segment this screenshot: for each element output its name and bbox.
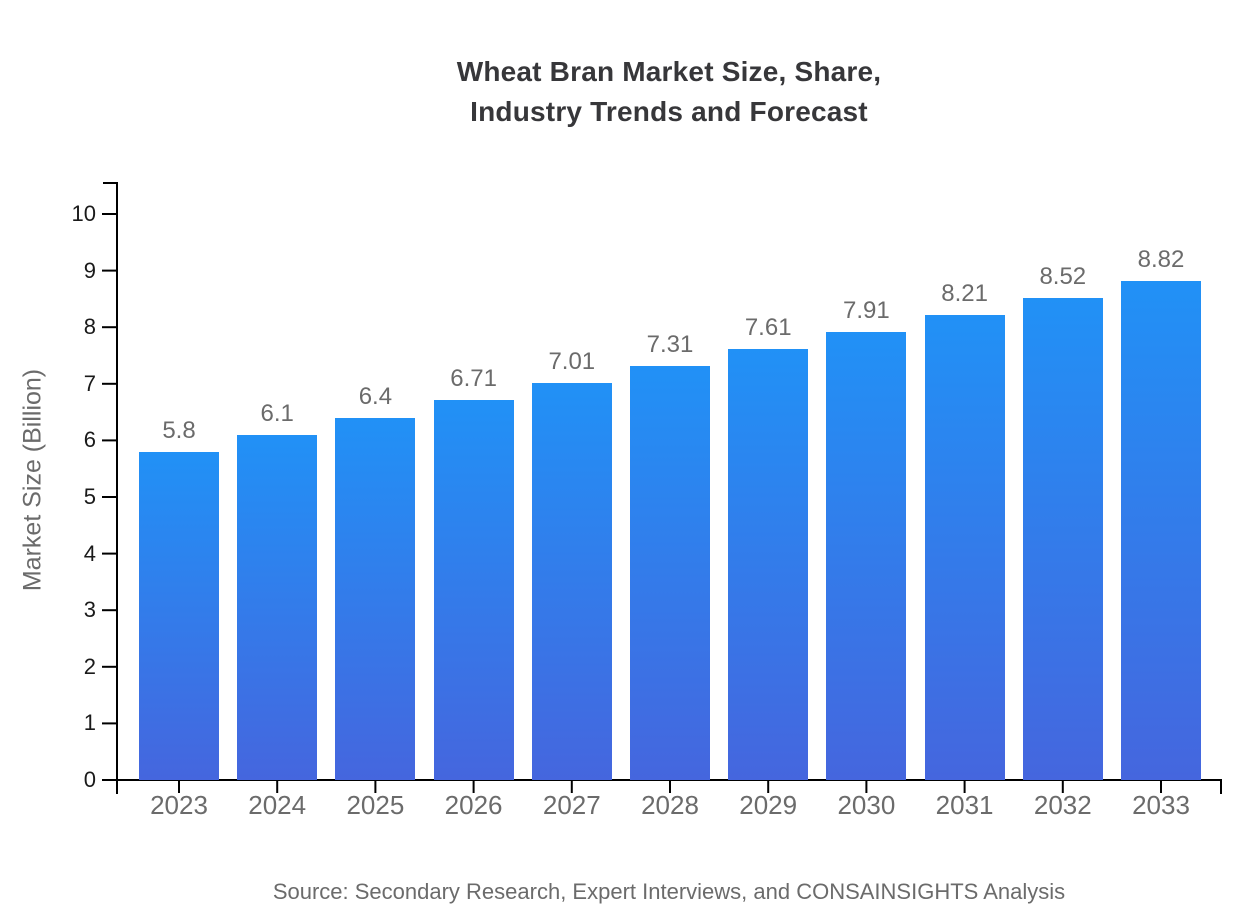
value-label: 6.4 bbox=[358, 382, 393, 410]
bar-2025 bbox=[335, 417, 416, 780]
y-tick-label: 2 bbox=[83, 653, 96, 679]
x-tick-label: 2027 bbox=[542, 790, 601, 820]
y-tick-label: 0 bbox=[83, 767, 96, 792]
x-tick-label: 2029 bbox=[739, 790, 798, 820]
chart-title-line1: Wheat Bran Market Size, Share, bbox=[456, 56, 882, 87]
bar-2029 bbox=[728, 349, 809, 780]
value-label: 6.71 bbox=[450, 365, 497, 393]
bar-2023 bbox=[139, 451, 219, 780]
value-label: 7.61 bbox=[744, 314, 792, 342]
bar-2024 bbox=[237, 434, 318, 780]
chart-title-line2: Industry Trends and Forecast bbox=[470, 96, 868, 127]
value-label: 6.1 bbox=[260, 399, 294, 427]
value-label: 8.21 bbox=[941, 280, 988, 308]
y-tick-label: 1 bbox=[83, 710, 96, 736]
source-note: Source: Secondary Research, Expert Inter… bbox=[272, 879, 1066, 904]
bar-2026 bbox=[433, 400, 514, 780]
x-tick-label: 2024 bbox=[248, 790, 307, 820]
y-tick-label: 6 bbox=[83, 427, 96, 453]
y-tick-label: 4 bbox=[83, 540, 96, 566]
value-label: 7.31 bbox=[646, 331, 694, 359]
value-label: 8.82 bbox=[1137, 245, 1185, 273]
x-tick-label: 2030 bbox=[837, 790, 896, 820]
bar-2028 bbox=[630, 366, 710, 780]
bar-2031 bbox=[924, 315, 1005, 780]
value-label: 8.52 bbox=[1039, 262, 1087, 290]
x-tick-label: 2028 bbox=[641, 790, 699, 820]
y-tick-label: 3 bbox=[83, 597, 96, 623]
y-tick-label: 8 bbox=[83, 314, 96, 340]
y-axis-line bbox=[103, 182, 118, 780]
x-tick-label: 2023 bbox=[150, 790, 208, 820]
bar-2027 bbox=[531, 383, 612, 780]
bar-2033 bbox=[1121, 280, 1201, 780]
y-tick-label: 5 bbox=[83, 484, 96, 509]
bar-2030 bbox=[826, 332, 907, 780]
x-tick-label: 2031 bbox=[935, 790, 994, 820]
x-tick-label: 2026 bbox=[444, 790, 503, 820]
y-tick-label: 7 bbox=[83, 370, 96, 396]
x-tick-label: 2032 bbox=[1033, 790, 1092, 820]
y-tick-label: 9 bbox=[83, 257, 96, 283]
value-label: 5.8 bbox=[162, 416, 196, 444]
chart-title: Wheat Bran Market Size, Share, Industry … bbox=[117, 52, 1221, 132]
value-label: 7.01 bbox=[548, 348, 596, 376]
value-label: 7.91 bbox=[843, 297, 890, 325]
bar-2032 bbox=[1022, 297, 1103, 780]
x-tick-label: 2025 bbox=[346, 790, 405, 820]
y-tick-label: 10 bbox=[71, 201, 96, 226]
x-tick-label: 2033 bbox=[1132, 790, 1190, 820]
